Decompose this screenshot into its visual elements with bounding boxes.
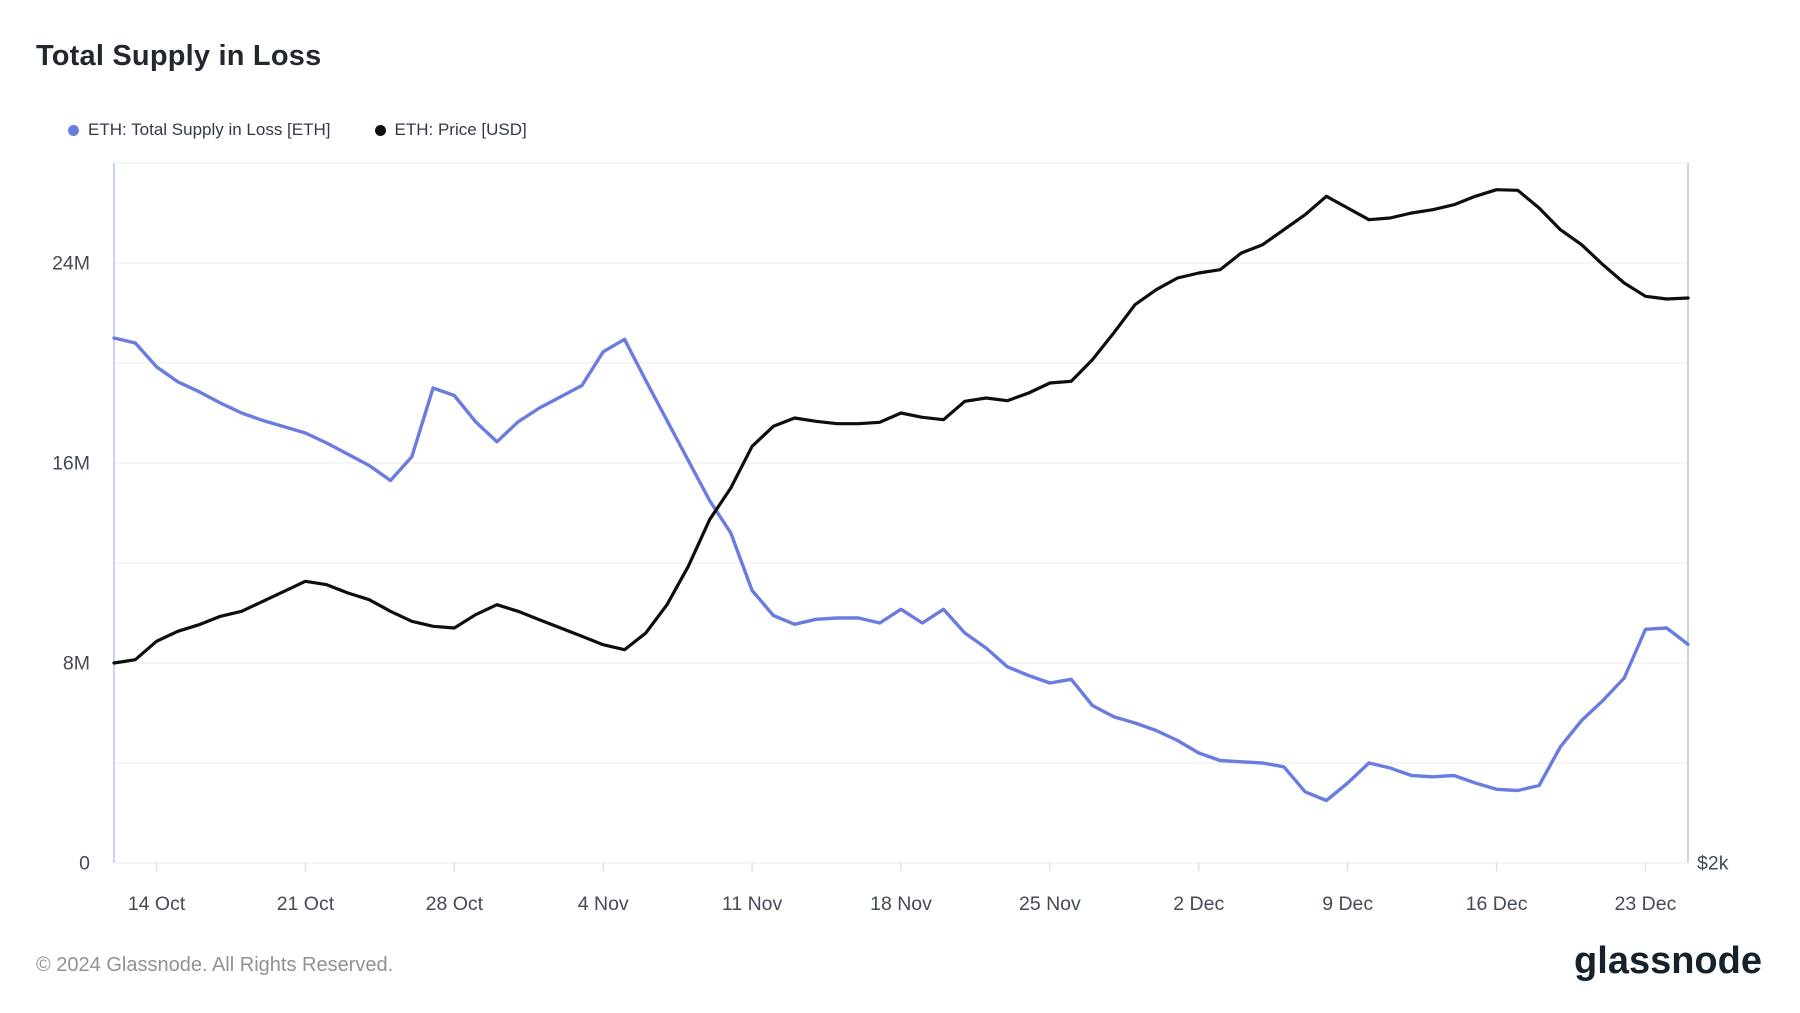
y-axis-label: 0 (79, 853, 90, 875)
x-axis-label: 9 Dec (1322, 893, 1373, 915)
page-title: Total Supply in Loss (36, 40, 322, 72)
legend-label-supply: ETH: Total Supply in Loss [ETH] (88, 120, 331, 139)
x-axis-label: 2 Dec (1173, 893, 1224, 915)
y-axis-label: 16M (52, 453, 90, 475)
supply-line-series[interactable] (112, 336, 1690, 803)
x-axis-label: 25 Nov (1019, 893, 1081, 915)
y-axis-label: 24M (52, 253, 90, 275)
legend-item-supply[interactable]: ETH: Total Supply in Loss [ETH] (68, 120, 331, 140)
legend-label-price: ETH: Price [USD] (394, 120, 527, 139)
x-axis-label: 16 Dec (1466, 893, 1528, 915)
x-axis-label: 23 Dec (1615, 893, 1677, 915)
x-axis-label: 21 Oct (277, 893, 335, 915)
y-axis-label: 8M (63, 653, 90, 675)
supply-series-dot-icon (68, 124, 79, 136)
x-axis-label: 14 Oct (128, 893, 186, 915)
copyright-text: © 2024 Glassnode. All Rights Reserved. (36, 954, 394, 976)
x-axis-label: 18 Nov (870, 893, 932, 915)
price-axis-label: $2k (1697, 853, 1729, 875)
legend-item-price[interactable]: ETH: Price [USD] (374, 120, 527, 140)
chart-legend: ETH: Total Supply in Loss [ETH] ETH: Pri… (68, 120, 527, 140)
x-axis-label: 28 Oct (426, 893, 484, 915)
price-line-series[interactable] (112, 188, 1690, 665)
price-series-dot-icon (374, 124, 386, 136)
glassnode-logo: glassnode (1574, 940, 1762, 982)
x-axis-label: 11 Nov (722, 893, 783, 915)
x-axis-label: 4 Nov (578, 893, 629, 915)
